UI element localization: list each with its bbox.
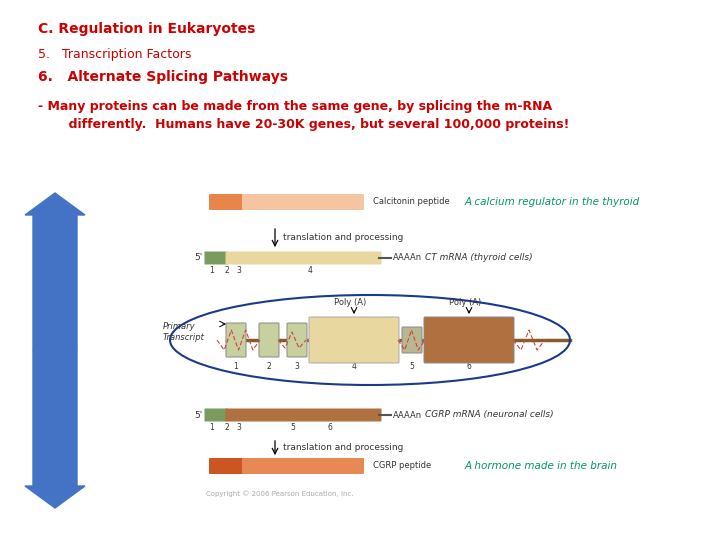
Text: Primary
Transcript: Primary Transcript bbox=[163, 322, 205, 342]
Text: - Many proteins can be made from the same gene, by splicing the m-RNA: - Many proteins can be made from the sam… bbox=[38, 100, 552, 113]
FancyBboxPatch shape bbox=[259, 323, 279, 357]
FancyBboxPatch shape bbox=[209, 458, 246, 474]
Text: CGRP peptide: CGRP peptide bbox=[373, 462, 431, 470]
Text: 1: 1 bbox=[233, 362, 238, 371]
Text: Copyright © 2006 Pearson Education, Inc.: Copyright © 2006 Pearson Education, Inc. bbox=[206, 490, 354, 497]
FancyBboxPatch shape bbox=[204, 252, 228, 265]
FancyBboxPatch shape bbox=[226, 323, 246, 357]
FancyBboxPatch shape bbox=[402, 327, 422, 353]
FancyArrow shape bbox=[25, 350, 85, 508]
Text: AAAAn: AAAAn bbox=[393, 253, 422, 262]
Text: 5.   Transcription Factors: 5. Transcription Factors bbox=[38, 48, 192, 61]
FancyBboxPatch shape bbox=[225, 252, 382, 265]
FancyBboxPatch shape bbox=[204, 408, 228, 422]
Text: 4: 4 bbox=[351, 362, 356, 371]
FancyArrow shape bbox=[25, 193, 85, 350]
Text: 3: 3 bbox=[237, 266, 241, 275]
Text: 1: 1 bbox=[210, 423, 215, 432]
FancyBboxPatch shape bbox=[424, 317, 514, 363]
Text: CGRP mRNA (neuronal cells): CGRP mRNA (neuronal cells) bbox=[425, 410, 554, 420]
FancyBboxPatch shape bbox=[209, 194, 246, 210]
Text: 2: 2 bbox=[266, 362, 271, 371]
Text: A hormone made in the brain: A hormone made in the brain bbox=[465, 461, 618, 471]
Text: 2: 2 bbox=[225, 266, 230, 275]
FancyBboxPatch shape bbox=[287, 323, 307, 357]
Text: Calcitonin peptide: Calcitonin peptide bbox=[373, 198, 450, 206]
Text: translation and processing: translation and processing bbox=[283, 443, 403, 453]
Text: 5: 5 bbox=[291, 423, 295, 432]
FancyBboxPatch shape bbox=[242, 194, 364, 210]
Text: 6: 6 bbox=[328, 423, 333, 432]
FancyBboxPatch shape bbox=[309, 317, 399, 363]
Text: 2: 2 bbox=[225, 423, 230, 432]
Text: C. Regulation in Eukaryotes: C. Regulation in Eukaryotes bbox=[38, 22, 256, 36]
Text: 3: 3 bbox=[294, 362, 300, 371]
Text: A calcium regulator in the thyroid: A calcium regulator in the thyroid bbox=[465, 197, 640, 207]
Text: translation and processing: translation and processing bbox=[283, 233, 403, 242]
Text: 1: 1 bbox=[210, 266, 215, 275]
Text: differently.  Humans have 20-30K genes, but several 100,000 proteins!: differently. Humans have 20-30K genes, b… bbox=[38, 118, 570, 131]
FancyBboxPatch shape bbox=[242, 458, 364, 474]
Text: Poly (A): Poly (A) bbox=[449, 298, 481, 307]
Text: 4: 4 bbox=[307, 266, 312, 275]
Text: Poly (A): Poly (A) bbox=[334, 298, 366, 307]
Text: CT mRNA (thyroid cells): CT mRNA (thyroid cells) bbox=[425, 253, 533, 262]
Text: AAAAn: AAAAn bbox=[393, 410, 422, 420]
Text: 5': 5' bbox=[194, 253, 203, 262]
Text: 6: 6 bbox=[467, 362, 472, 371]
Text: 5: 5 bbox=[410, 362, 415, 371]
Text: 6.   Alternate Splicing Pathways: 6. Alternate Splicing Pathways bbox=[38, 70, 288, 84]
Text: 3: 3 bbox=[237, 423, 241, 432]
FancyBboxPatch shape bbox=[225, 408, 382, 422]
Text: 5': 5' bbox=[194, 410, 203, 420]
